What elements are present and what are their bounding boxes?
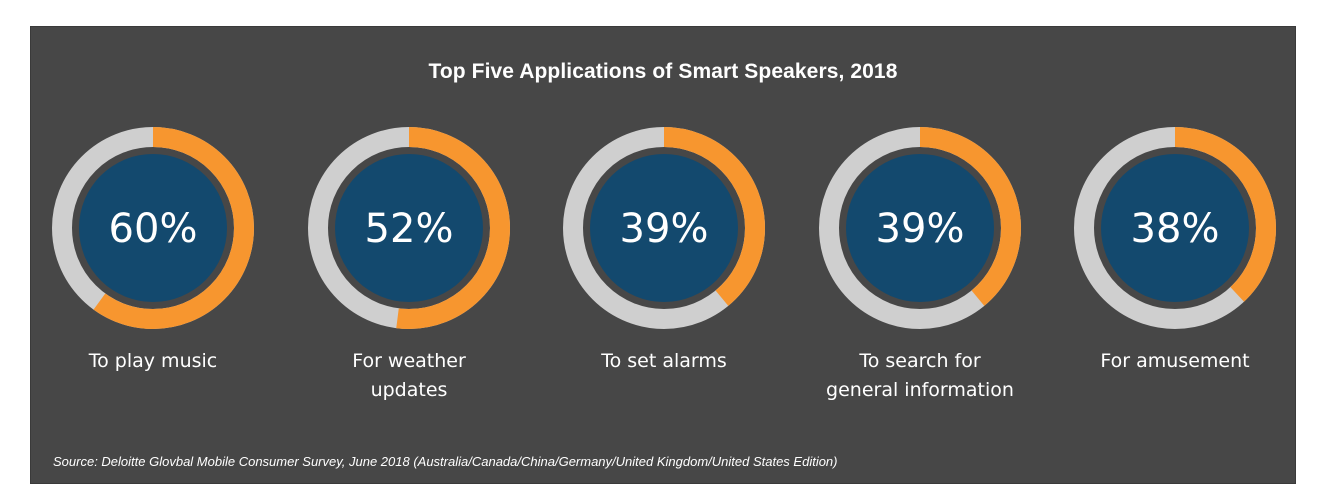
donut-center xyxy=(590,154,738,302)
donut-center xyxy=(846,154,994,302)
donut-chart: 60% xyxy=(52,127,254,329)
category-label: To play music xyxy=(88,350,218,372)
category-label: To search for general information xyxy=(826,350,1014,401)
donut-chart: 39% xyxy=(819,127,1021,329)
donut-value-label: 39% xyxy=(620,206,709,252)
donut-value-label: 52% xyxy=(365,206,454,252)
donut-row: 60% To play music 52% For weather updates 39… xyxy=(31,27,1295,483)
donut-center xyxy=(335,154,483,302)
donut-value-label: 60% xyxy=(109,206,198,252)
donut-item: 39% To search for general information xyxy=(810,125,1030,405)
donut-chart: 39% xyxy=(563,127,765,329)
donut-value-arc xyxy=(819,127,1021,329)
donut-item: 52% For weather updates xyxy=(299,125,519,405)
category-label: For weather updates xyxy=(352,350,466,401)
source-note: Source: Deloitte Glovbal Mobile Consumer… xyxy=(53,454,838,469)
donut-center xyxy=(79,154,227,302)
donut-value-arc xyxy=(52,127,254,329)
donut-item: 39% To set alarms xyxy=(554,125,774,376)
donut-value-arc xyxy=(308,127,510,329)
category-label: For amusement xyxy=(1100,350,1250,372)
donut-item: 38% For amusement xyxy=(1065,125,1285,376)
donut-chart: 38% xyxy=(1074,127,1276,329)
donut-center xyxy=(1101,154,1249,302)
donut-value-label: 39% xyxy=(876,206,965,252)
category-label: To set alarms xyxy=(601,350,727,372)
donut-item: 60% To play music xyxy=(43,125,263,376)
chart-title: Top Five Applications of Smart Speakers,… xyxy=(428,60,898,83)
chart-panel: Top Five Applications of Smart Speakers,… xyxy=(30,26,1296,484)
donut-value-arc xyxy=(1074,127,1276,329)
donut-value-arc xyxy=(563,127,765,329)
donut-chart: 52% xyxy=(308,127,510,329)
donut-value-label: 38% xyxy=(1131,206,1220,252)
